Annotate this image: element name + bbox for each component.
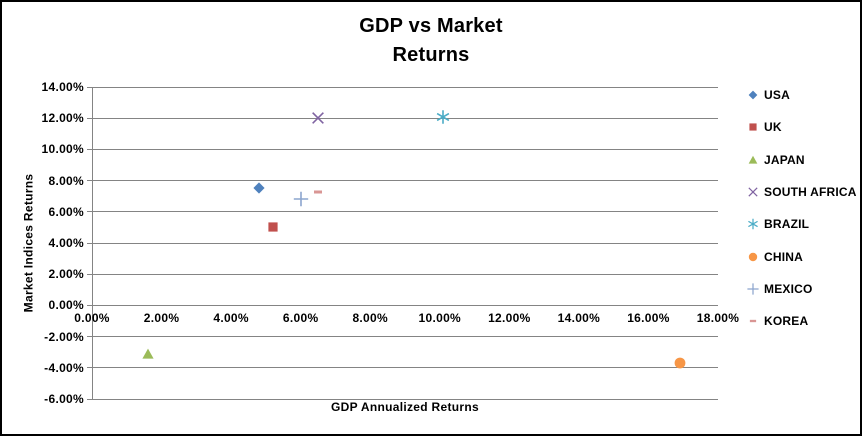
x-axis-title: GDP Annualized Returns — [331, 400, 479, 414]
x-tick-label: 6.00% — [282, 311, 319, 326]
gridline — [92, 398, 718, 400]
y-axis-tick — [87, 336, 92, 338]
brazil-marker-icon — [746, 217, 760, 231]
data-point-south-africa[interactable] — [309, 109, 327, 127]
legend-item-mexico[interactable]: MEXICO — [746, 279, 813, 299]
y-axis-tick — [87, 86, 92, 88]
y-tick-label: -6.00% — [44, 392, 84, 406]
south-africa-marker-icon — [746, 185, 760, 199]
legend-item-korea[interactable]: KOREA — [746, 311, 808, 331]
y-tick-label: -2.00% — [44, 329, 84, 344]
x-tick-label: 18.00% — [696, 311, 740, 326]
x-tick-label: 14.00% — [557, 311, 601, 326]
y-tick-label: 4.00% — [48, 236, 84, 250]
chart-title: GDP vs Market Returns — [2, 12, 860, 70]
y-axis-tick — [87, 242, 92, 244]
data-point-korea[interactable] — [309, 183, 327, 201]
y-axis-tick — [87, 180, 92, 182]
y-axis-tick — [87, 148, 92, 150]
y-tick-label: 2.00% — [48, 267, 84, 282]
x-tick-label: 10.00% — [418, 311, 462, 326]
legend-item-usa[interactable]: USA — [746, 85, 790, 105]
gridline — [92, 117, 718, 119]
y-axis-tick — [87, 367, 92, 369]
y-tick-label: 0.00% — [48, 298, 84, 313]
y-tick-label: 14.00% — [41, 80, 84, 94]
y-tick-label: 12.00% — [41, 111, 84, 126]
y-axis-tick — [87, 273, 92, 275]
korea-marker-icon — [746, 314, 760, 328]
y-tick-label: 10.00% — [41, 142, 84, 157]
legend-item-japan[interactable]: JAPAN — [746, 150, 805, 170]
legend-label: CHINA — [764, 249, 803, 264]
y-tick-label: 6.00% — [48, 204, 84, 219]
x-tick-label: 8.00% — [352, 311, 388, 326]
data-point-mexico[interactable] — [292, 190, 310, 208]
data-point-japan[interactable] — [139, 345, 157, 363]
legend-item-uk[interactable]: UK — [746, 117, 782, 137]
legend-item-brazil[interactable]: BRAZIL — [746, 214, 809, 234]
x-tick-label: 16.00% — [627, 311, 670, 326]
y-axis-line — [92, 87, 93, 399]
x-tick-label: 4.00% — [213, 311, 249, 326]
chart-title-line-1: GDP vs Market — [359, 15, 503, 37]
chart-title-line-2: Returns — [392, 44, 470, 66]
legend-label: SOUTH AFRICA — [764, 184, 857, 199]
data-point-brazil[interactable] — [434, 108, 452, 126]
y-axis-tick — [87, 304, 92, 306]
x-tick-label: 12.00% — [488, 311, 531, 326]
data-point-china[interactable] — [671, 354, 689, 372]
china-marker-icon — [746, 250, 760, 264]
gridline — [92, 180, 718, 182]
legend-item-china[interactable]: CHINA — [746, 247, 803, 267]
y-tick-label: 8.00% — [48, 173, 84, 188]
gridline — [92, 211, 718, 213]
gridline — [92, 304, 718, 306]
x-tick-label: 2.00% — [143, 311, 180, 326]
legend-label: JAPAN — [764, 152, 805, 167]
legend-label: BRAZIL — [764, 217, 810, 232]
uk-marker-icon — [746, 120, 760, 134]
japan-marker-icon — [746, 153, 760, 167]
gridline — [92, 336, 718, 338]
data-point-usa[interactable] — [250, 179, 268, 197]
gridline — [92, 367, 718, 369]
legend-label: MEXICO — [764, 281, 813, 296]
gridline — [92, 148, 718, 150]
legend-item-south-africa[interactable]: SOUTH AFRICA — [746, 182, 857, 202]
y-axis-title: Market Indices Returns — [21, 173, 35, 313]
data-point-uk[interactable] — [264, 218, 282, 236]
gridline — [92, 242, 718, 244]
x-tick-label: 0.00% — [74, 311, 110, 326]
legend-label: USA — [764, 88, 790, 102]
y-tick-label: -4.00% — [44, 360, 84, 375]
usa-marker-icon — [746, 88, 760, 102]
legend: USA UK JAPAN SOUTH AFRICA BRAZIL CHINA MEXICO K… — [746, 79, 858, 349]
y-axis-tick — [87, 398, 92, 400]
y-axis-tick — [87, 117, 92, 119]
legend-label: KOREA — [764, 314, 809, 329]
legend-label: UK — [764, 120, 782, 135]
mexico-marker-icon — [746, 282, 760, 296]
y-axis-tick — [87, 211, 92, 213]
gridline — [92, 86, 718, 88]
gridline — [92, 273, 718, 275]
